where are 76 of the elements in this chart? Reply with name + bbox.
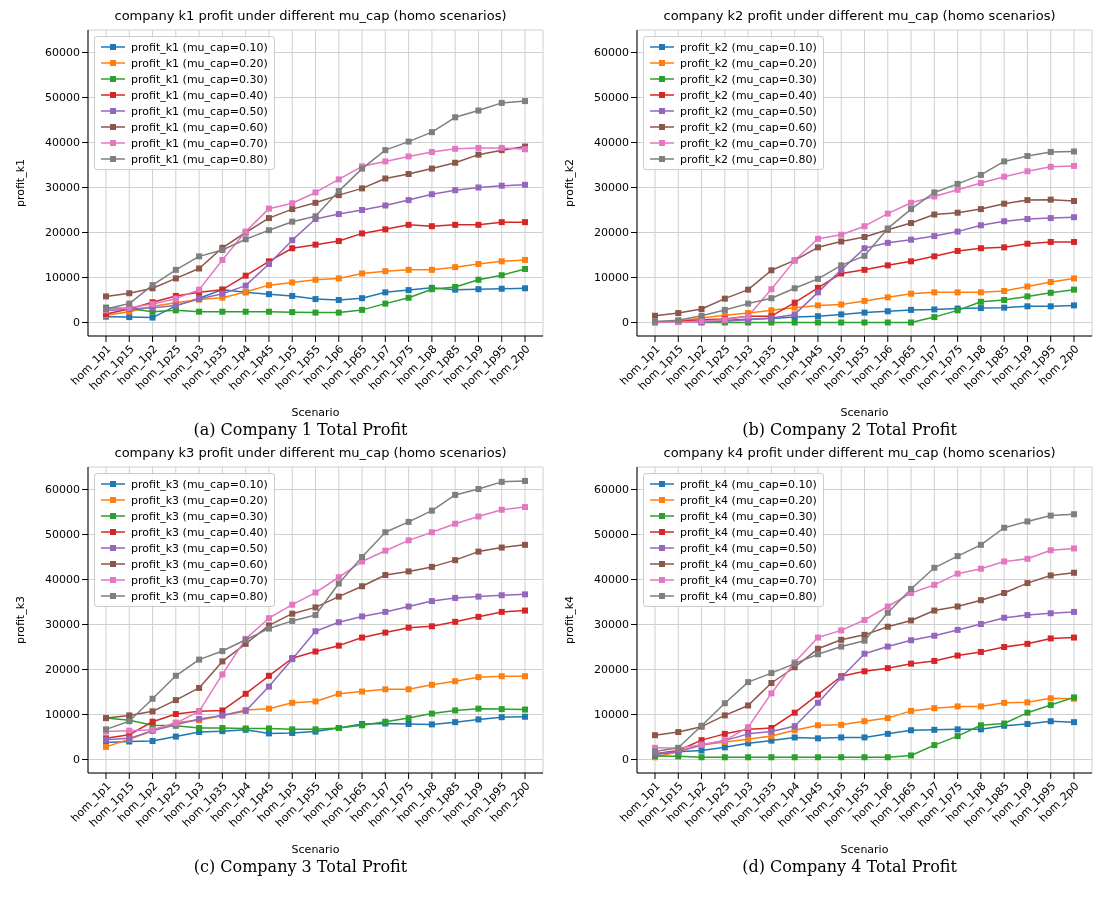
y-tick-label: 50000 bbox=[594, 91, 629, 105]
legend-label: profit_k2 (mu_cap=0.20) bbox=[680, 56, 817, 70]
legend-label: profit_k2 (mu_cap=0.70) bbox=[680, 136, 817, 150]
legend-label: profit_k4 (mu_cap=0.70) bbox=[680, 573, 817, 587]
y-tick-label: 30000 bbox=[594, 181, 629, 195]
legend-label: profit_k1 (mu_cap=0.50) bbox=[131, 104, 268, 118]
legend-label: profit_k4 (mu_cap=0.10) bbox=[680, 477, 817, 491]
legend-label: profit_k1 (mu_cap=0.80) bbox=[131, 152, 268, 166]
text: (b) Company 2 Total Profit bbox=[742, 420, 957, 439]
chart-title: company k4 profit under different mu_cap (homo scenarios) bbox=[663, 445, 1056, 462]
y-tick-label: 50000 bbox=[45, 528, 80, 542]
x-axis-title: Scenario bbox=[840, 843, 889, 856]
legend-label: profit_k4 (mu_cap=0.40) bbox=[680, 525, 817, 539]
text: (a) Company 1 Total Profit bbox=[193, 420, 408, 439]
y-tick-label: 30000 bbox=[45, 618, 80, 632]
legend-label: profit_k1 (mu_cap=0.70) bbox=[131, 136, 268, 150]
y-tick-label: 30000 bbox=[594, 618, 629, 632]
legend-label: profit_k2 (mu_cap=0.80) bbox=[680, 152, 817, 166]
legend-label: profit_k1 (mu_cap=0.10) bbox=[131, 40, 268, 54]
y-tick-label: 60000 bbox=[45, 46, 80, 60]
text: (c) Company 3 Total Profit bbox=[193, 857, 408, 876]
legend-label: profit_k3 (mu_cap=0.20) bbox=[131, 493, 268, 507]
chart-title: company k3 profit under different mu_cap (homo scenarios) bbox=[114, 445, 507, 462]
legend-label: profit_k2 (mu_cap=0.10) bbox=[680, 40, 817, 54]
chart-title: company k2 profit under different mu_cap (homo scenarios) bbox=[663, 8, 1056, 25]
y-tick-label: 30000 bbox=[45, 181, 80, 195]
legend-label: profit_k3 (mu_cap=0.30) bbox=[131, 509, 268, 523]
legend-label: profit_k3 (mu_cap=0.70) bbox=[131, 573, 268, 587]
legend-label: profit_k3 (mu_cap=0.40) bbox=[131, 525, 268, 539]
y-tick-label: 10000 bbox=[594, 708, 629, 722]
y-tick-label: 0 bbox=[73, 753, 80, 767]
y-tick-label: 20000 bbox=[45, 663, 80, 677]
y-tick-label: 0 bbox=[622, 753, 629, 767]
y-axis-title: profit_k1 bbox=[13, 158, 27, 208]
y-tick-label: 0 bbox=[73, 316, 80, 330]
legend-label: profit_k4 (mu_cap=0.60) bbox=[680, 557, 817, 571]
y-tick-label: 10000 bbox=[45, 271, 80, 285]
legend-label: profit_k1 (mu_cap=0.40) bbox=[131, 88, 268, 102]
legend-label: profit_k1 (mu_cap=0.60) bbox=[131, 120, 268, 134]
x-axis-title: Scenario bbox=[291, 843, 340, 856]
x-axis-title: Scenario bbox=[840, 406, 889, 419]
y-axis-title: profit_k4 bbox=[562, 595, 576, 645]
y-tick-label: 10000 bbox=[594, 271, 629, 285]
y-tick-label: 20000 bbox=[594, 226, 629, 240]
y-tick-label: 10000 bbox=[45, 708, 80, 722]
y-axis-title: profit_k3 bbox=[13, 595, 27, 645]
legend-label: profit_k1 (mu_cap=0.30) bbox=[131, 72, 268, 86]
y-tick-label: 50000 bbox=[594, 528, 629, 542]
y-tick-label: 40000 bbox=[594, 136, 629, 150]
text: (d) Company 4 Total Profit bbox=[742, 857, 957, 876]
legend-label: profit_k4 (mu_cap=0.30) bbox=[680, 509, 817, 523]
y-tick-label: 50000 bbox=[45, 91, 80, 105]
legend-label: profit_k4 (mu_cap=0.20) bbox=[680, 493, 817, 507]
y-tick-label: 20000 bbox=[45, 226, 80, 240]
y-axis-title: profit_k2 bbox=[562, 158, 576, 208]
y-tick-label: 20000 bbox=[594, 663, 629, 677]
legend-label: profit_k3 (mu_cap=0.50) bbox=[131, 541, 268, 555]
y-tick-label: 40000 bbox=[594, 573, 629, 587]
legend-label: profit_k2 (mu_cap=0.60) bbox=[680, 120, 817, 134]
y-tick-label: 0 bbox=[622, 316, 629, 330]
legend-label: profit_k3 (mu_cap=0.60) bbox=[131, 557, 268, 571]
y-tick-label: 60000 bbox=[594, 483, 629, 497]
y-tick-label: 40000 bbox=[45, 573, 80, 587]
legend-label: profit_k4 (mu_cap=0.50) bbox=[680, 541, 817, 555]
legend-label: profit_k2 (mu_cap=0.40) bbox=[680, 88, 817, 102]
legend-label: profit_k1 (mu_cap=0.20) bbox=[131, 56, 268, 70]
legend-label: profit_k3 (mu_cap=0.80) bbox=[131, 589, 268, 603]
y-tick-label: 60000 bbox=[594, 46, 629, 60]
legend-label: profit_k2 (mu_cap=0.50) bbox=[680, 104, 817, 118]
y-tick-label: 60000 bbox=[45, 483, 80, 497]
y-tick-label: 40000 bbox=[45, 136, 80, 150]
x-axis-title: Scenario bbox=[291, 406, 340, 419]
legend-label: profit_k3 (mu_cap=0.10) bbox=[131, 477, 268, 491]
legend-label: profit_k4 (mu_cap=0.80) bbox=[680, 589, 817, 603]
legend-label: profit_k2 (mu_cap=0.30) bbox=[680, 72, 817, 86]
chart-title: company k1 profit under different mu_cap (homo scenarios) bbox=[114, 8, 507, 25]
